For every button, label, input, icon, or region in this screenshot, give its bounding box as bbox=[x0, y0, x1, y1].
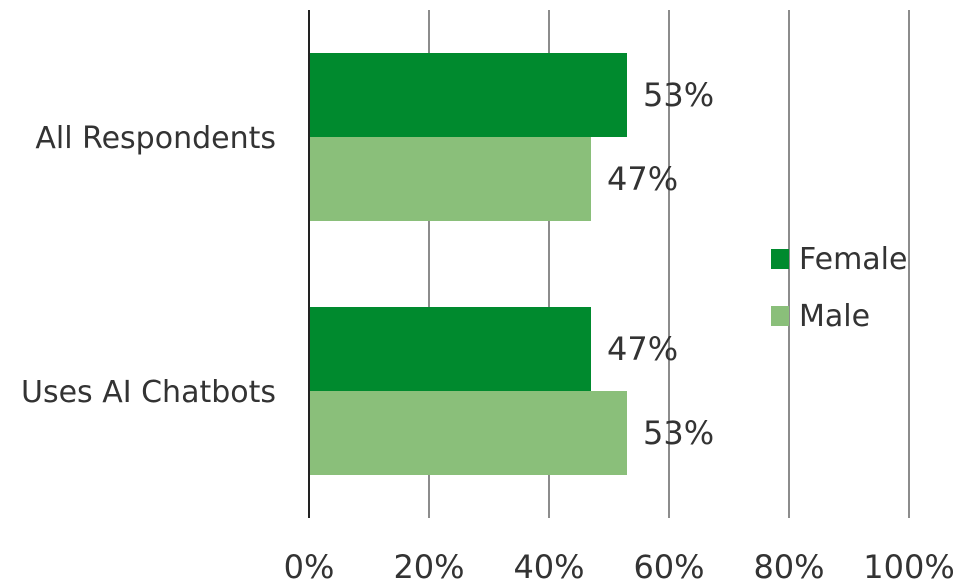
data-label-uses-ai-chatbots-male: 53% bbox=[643, 414, 714, 452]
labels: 0% 20% 40% 60% 80% 100% 53% 47% All Respondents 4… bbox=[21, 76, 955, 582]
bar-all-respondents-female bbox=[309, 53, 627, 137]
x-tick-label-0: 0% bbox=[284, 548, 335, 582]
x-tick-label-60: 60% bbox=[633, 548, 704, 582]
legend-label-male: Male bbox=[799, 299, 870, 334]
bar-uses-ai-chatbots-male bbox=[309, 391, 627, 475]
legend-swatch-female bbox=[771, 249, 789, 269]
x-tick-label-40: 40% bbox=[513, 548, 584, 582]
data-label-uses-ai-chatbots-female: 47% bbox=[607, 330, 678, 368]
legend-swatch-male bbox=[771, 306, 789, 326]
data-label-all-respondents-male: 47% bbox=[607, 160, 678, 198]
x-tick-label-80: 80% bbox=[753, 548, 824, 582]
bar-uses-ai-chatbots-female bbox=[309, 307, 591, 391]
x-tick-label-20: 20% bbox=[393, 548, 464, 582]
x-tick-label-100: 100% bbox=[863, 548, 954, 582]
data-label-all-respondents-female: 53% bbox=[643, 76, 714, 114]
category-label-uses-ai-chatbots: Uses AI Chatbots bbox=[21, 375, 276, 410]
legend-label-female: Female bbox=[799, 242, 907, 277]
category-label-all-respondents: All Respondents bbox=[35, 121, 276, 156]
bar-all-respondents-male bbox=[309, 137, 591, 221]
legend: Female Male bbox=[771, 242, 907, 334]
bars bbox=[309, 53, 627, 475]
